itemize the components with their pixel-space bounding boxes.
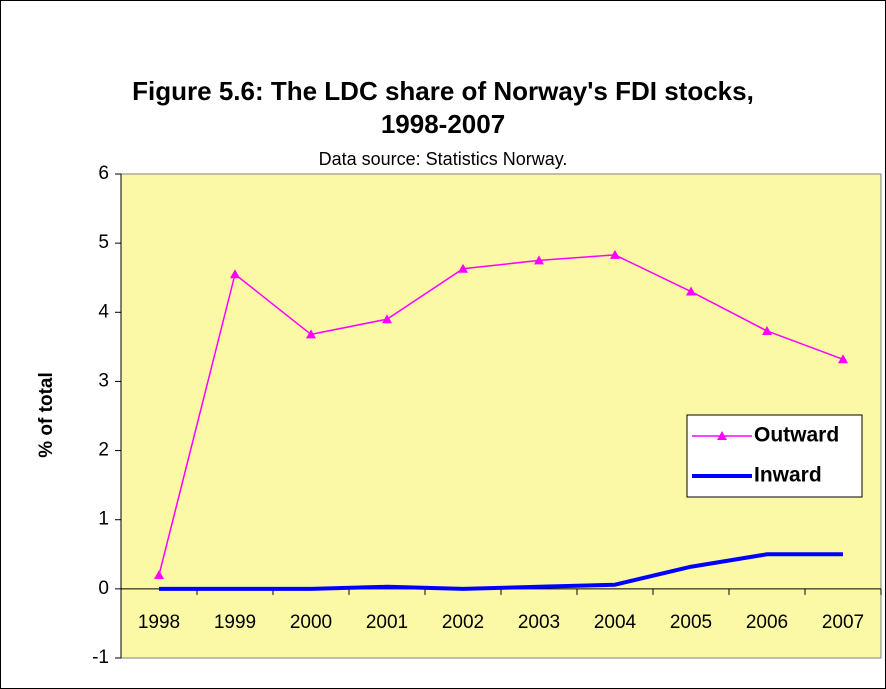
series-line — [158, 254, 844, 576]
x-tick-label: 2000 — [290, 612, 332, 633]
x-tick-label: 2004 — [594, 612, 637, 633]
marker — [306, 329, 316, 339]
marker — [154, 570, 164, 580]
y-axis-label: % of total — [36, 372, 57, 458]
marker — [382, 314, 392, 324]
series-line — [159, 552, 843, 591]
marker — [762, 325, 772, 335]
y-tick-label: 4 — [98, 301, 109, 322]
legend-label: Outward — [754, 424, 839, 447]
y-tick-label: 0 — [98, 578, 109, 599]
y-tick-label: 6 — [98, 163, 109, 184]
y-tick-label: 2 — [98, 440, 109, 461]
y-tick-label: 5 — [98, 232, 109, 253]
marker — [686, 286, 696, 296]
x-tick-label: 1998 — [138, 612, 180, 633]
chart-title: 1998-2007 — [381, 109, 505, 139]
x-tick-label: 2005 — [670, 612, 712, 633]
legend-box — [686, 414, 863, 498]
legend-marker — [717, 431, 727, 440]
x-tick-label: 2002 — [442, 612, 484, 633]
legend-label: Inward — [754, 464, 822, 487]
marker — [458, 263, 468, 273]
x-tick-label: 2006 — [746, 612, 788, 633]
marker — [838, 354, 848, 364]
chart-title: Figure 5.6: The LDC share of Norway's FD… — [132, 76, 754, 106]
chart-subtitle: Data source: Statistics Norway. — [319, 149, 568, 169]
y-tick-label: 1 — [98, 509, 109, 530]
y-tick-label: -1 — [92, 647, 109, 668]
marker — [610, 249, 620, 259]
x-tick-label: 2007 — [822, 612, 864, 633]
y-tick-label: 3 — [98, 370, 109, 391]
marker — [534, 255, 544, 265]
x-tick-label: 1999 — [214, 612, 256, 633]
x-tick-label: 2001 — [366, 612, 408, 633]
x-tick-label: 2003 — [518, 612, 560, 633]
marker — [230, 269, 240, 279]
